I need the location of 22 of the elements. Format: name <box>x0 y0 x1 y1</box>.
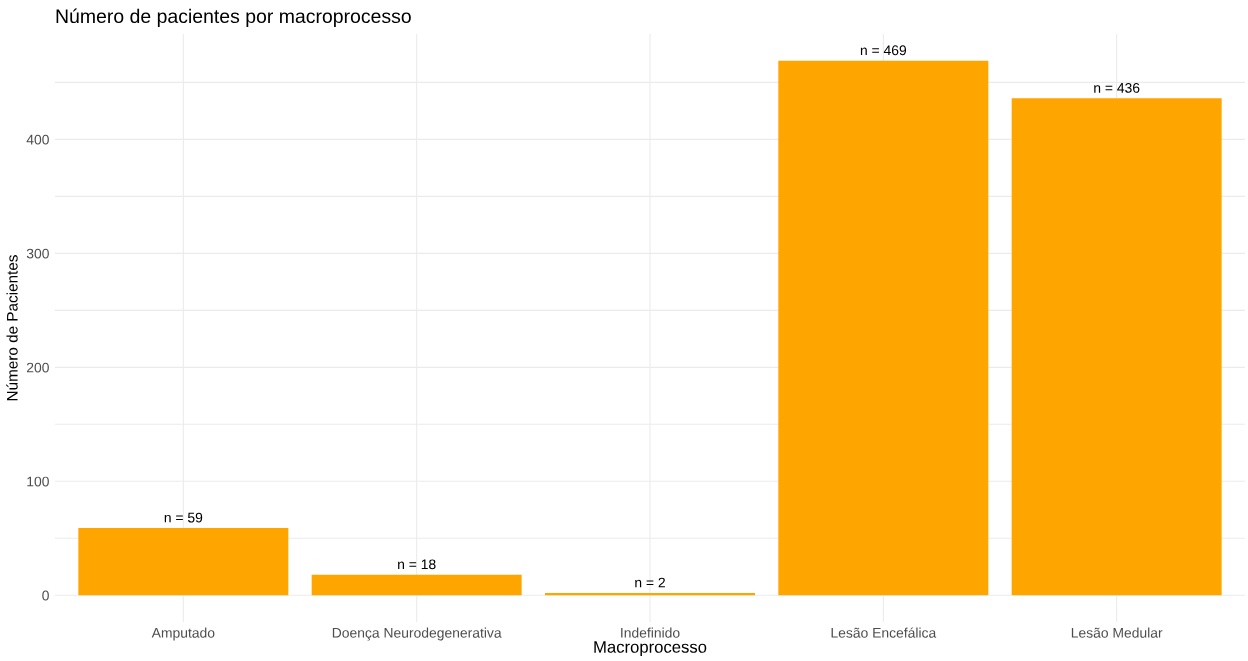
bar <box>311 574 522 596</box>
x-axis-title: Macroprocesso <box>594 641 707 657</box>
data-label: n = 18 <box>398 559 436 570</box>
x-tick-label: Lesão Medular <box>1071 627 1163 638</box>
x-tick-label: Lesão Encefálica <box>831 627 937 638</box>
x-tick-label: Amputado <box>151 627 215 641</box>
data-label: n = 469 <box>860 45 907 56</box>
bar <box>78 528 289 596</box>
y-tick-label: 100 <box>27 476 49 487</box>
chart-title: Número de pacientes por macroprocesso <box>56 8 411 27</box>
bar <box>778 60 989 596</box>
bar <box>1011 98 1222 596</box>
y-tick-label: 300 <box>26 248 49 259</box>
data-label: n = 59 <box>164 512 203 523</box>
y-tick-label: 400 <box>26 134 49 145</box>
y-tick-label: 0 <box>42 590 49 601</box>
data-label: n = 436 <box>1094 82 1140 93</box>
y-axis-title: Número de Pacientes <box>6 255 18 401</box>
x-tick-label: Indefinido <box>621 627 680 638</box>
x-tick-label: Doença Neurodegenerativa <box>332 627 502 641</box>
data-label: n = 2 <box>635 577 665 588</box>
y-tick-label: 200 <box>26 362 49 373</box>
